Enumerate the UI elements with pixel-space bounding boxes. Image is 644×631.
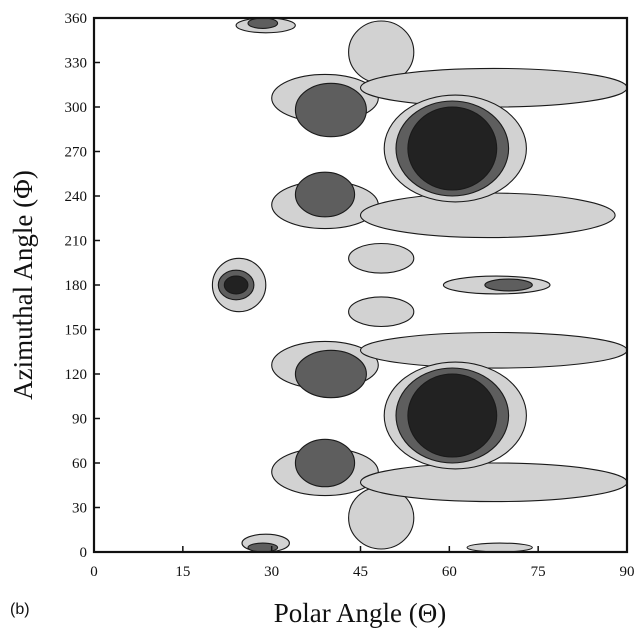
x-tick-label: 75 [531, 564, 546, 580]
contour-region-level-2 [294, 438, 356, 488]
contour-region-level-3 [407, 106, 498, 191]
contour-region-level-1 [348, 242, 415, 274]
contour-regions [211, 18, 627, 552]
contour-region-level-2 [294, 171, 356, 218]
y-axis-ticks: 0 30 60 90 120 150 180 210 240 270 300 330 360 [65, 11, 100, 561]
x-tick-label: 30 [264, 564, 279, 580]
y-tick-label: 210 [65, 234, 88, 250]
contour-region-level-3 [223, 275, 249, 295]
contour-region-level-2 [294, 82, 367, 138]
y-tick-label: 150 [65, 323, 88, 339]
x-tick-label: 60 [442, 564, 457, 580]
contour-region-level-2 [247, 542, 279, 552]
y-tick-label: 180 [65, 278, 88, 294]
y-axis-title: Azimuthal Angle (Φ) [8, 170, 38, 400]
contour-region-level-1 [359, 462, 627, 503]
contour-region-level-1 [359, 331, 627, 369]
contour-region-level-1 [359, 67, 627, 108]
y-tick-label: 90 [72, 412, 87, 428]
x-tick-label: 45 [353, 564, 368, 580]
x-tick-label: 15 [175, 564, 190, 580]
y-tick-label: 270 [65, 145, 88, 161]
x-axis-ticks: 0 15 30 45 60 75 90 [90, 546, 635, 580]
y-tick-label: 240 [65, 189, 88, 205]
contour-region-level-2 [247, 18, 279, 29]
y-tick-label: 120 [65, 367, 88, 383]
contour-region-level-2 [484, 278, 533, 292]
y-tick-label: 330 [65, 56, 88, 72]
x-tick-label: 0 [90, 564, 98, 580]
contour-region-level-3 [407, 373, 498, 458]
y-tick-label: 0 [80, 545, 88, 561]
y-tick-label: 300 [65, 100, 88, 116]
y-tick-label: 30 [72, 501, 87, 517]
x-axis-title: Polar Angle (Θ) [274, 598, 446, 628]
contour-region-level-1 [359, 192, 616, 239]
contour-region-level-1 [466, 542, 533, 552]
y-tick-label: 60 [72, 456, 87, 472]
contour-region-level-2 [294, 349, 367, 399]
panel-label: (b) [10, 601, 30, 618]
contour-region-level-1 [348, 296, 415, 328]
x-tick-label: 90 [620, 564, 635, 580]
y-tick-label: 360 [65, 11, 88, 27]
